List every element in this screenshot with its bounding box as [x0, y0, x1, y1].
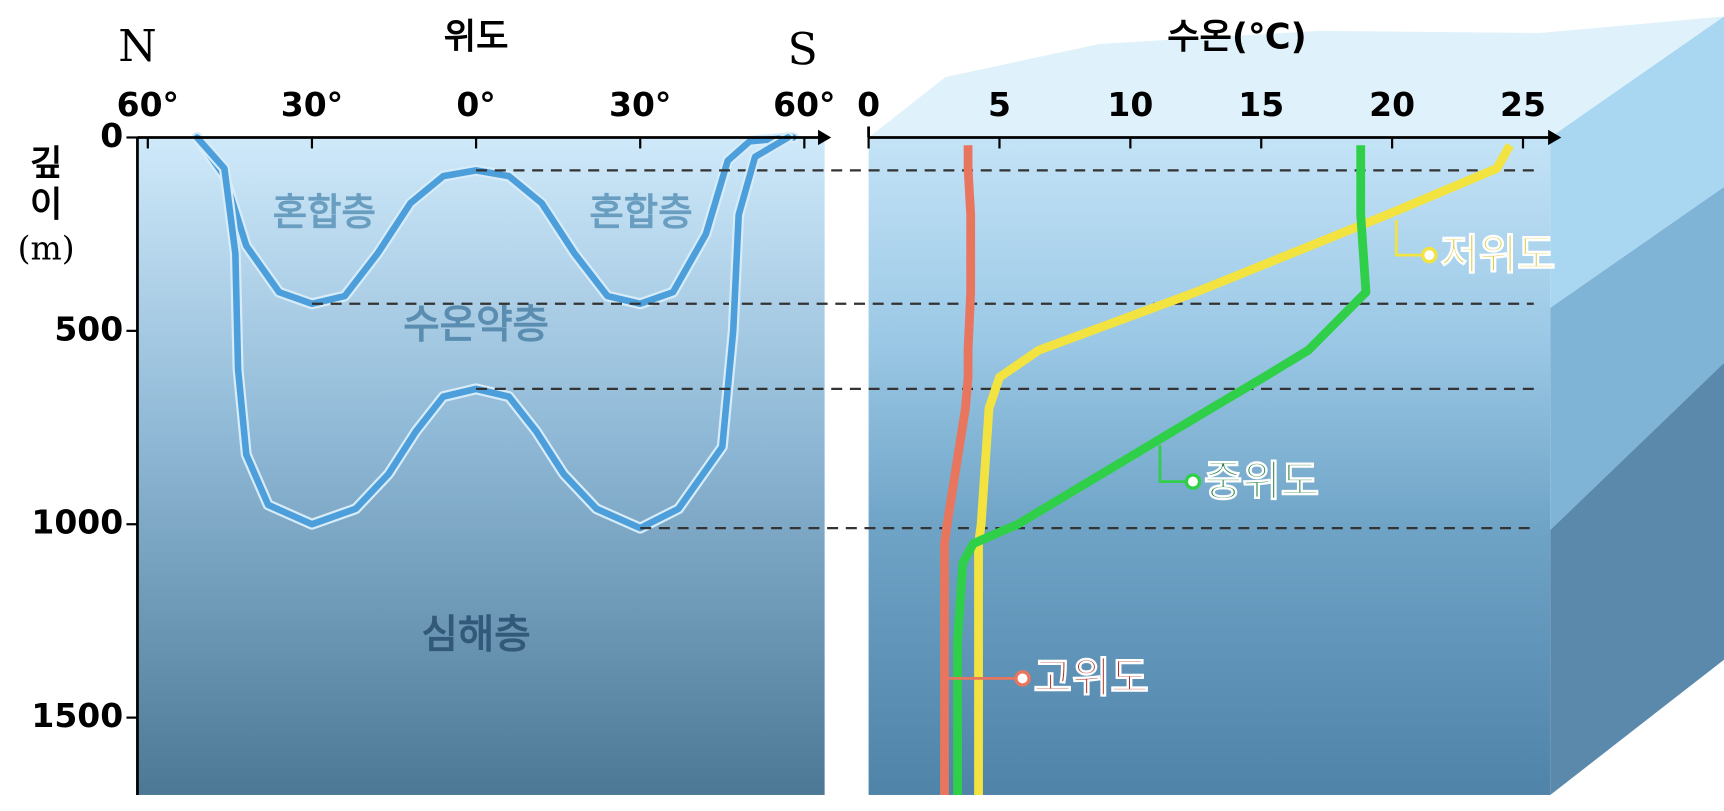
layer-boundary	[193, 134, 797, 308]
x-axis-title: 위도	[444, 17, 509, 58]
series-label: 저위도	[1440, 230, 1555, 279]
series-label: 중위도	[1204, 456, 1319, 505]
y-tick-label: 0	[100, 116, 123, 155]
series-label: 고위도	[1034, 653, 1149, 702]
leader-dot	[1421, 246, 1438, 264]
leader-line	[1158, 445, 1193, 483]
temperature-line	[940, 145, 976, 795]
x-tick-label: 30°	[609, 85, 671, 124]
y-tick-label: 1500	[31, 696, 123, 735]
top-face	[868, 16, 1724, 138]
y-axis-title: 이	[30, 185, 62, 226]
leader-dot	[1184, 473, 1202, 490]
x-tick-label: 20	[1369, 85, 1415, 124]
x-tick-label: 60°	[773, 85, 835, 124]
layer-label: 심해층	[421, 612, 530, 658]
x-tick-label: 60°	[117, 85, 179, 124]
x-tick-label: 25	[1500, 85, 1546, 124]
x-axis-title: 수온(℃)	[1167, 17, 1306, 58]
x-tick-label: 5	[988, 85, 1011, 124]
side-face	[1550, 362, 1724, 795]
layer-label: 혼합층	[589, 190, 692, 234]
side-face	[1550, 16, 1724, 308]
side-face	[1550, 186, 1724, 530]
north-label: N	[118, 21, 156, 72]
temperature-line	[974, 143, 1514, 795]
layer-label: 수온약층	[403, 302, 549, 348]
y-tick-label: 500	[54, 309, 123, 348]
x-tick-label: 30°	[281, 85, 343, 124]
arrow	[1548, 129, 1562, 146]
south-label: S	[788, 24, 818, 75]
temperature-line	[953, 145, 1371, 795]
x-tick-label: 0	[857, 85, 880, 124]
layer-label: 혼합층	[273, 190, 376, 234]
x-tick-label: 15	[1238, 85, 1284, 124]
y-axis-title: 깊	[30, 143, 62, 184]
leader-dot	[1014, 670, 1031, 687]
leader-line	[1394, 219, 1430, 257]
arrow	[818, 129, 832, 146]
y-tick-label: 1000	[31, 503, 123, 542]
y-axis-title: (m)	[18, 229, 75, 268]
x-tick-label: 10	[1107, 85, 1153, 124]
x-tick-label: 0°	[456, 85, 495, 124]
